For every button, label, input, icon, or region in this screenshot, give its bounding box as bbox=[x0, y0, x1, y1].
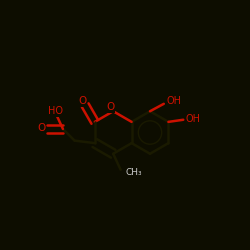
Text: O: O bbox=[78, 96, 87, 106]
Text: CH₃: CH₃ bbox=[125, 168, 142, 177]
Text: O: O bbox=[106, 102, 115, 112]
Text: O: O bbox=[37, 123, 46, 133]
Text: OH: OH bbox=[186, 114, 201, 124]
Text: OH: OH bbox=[166, 96, 181, 106]
Text: HO: HO bbox=[48, 106, 63, 116]
